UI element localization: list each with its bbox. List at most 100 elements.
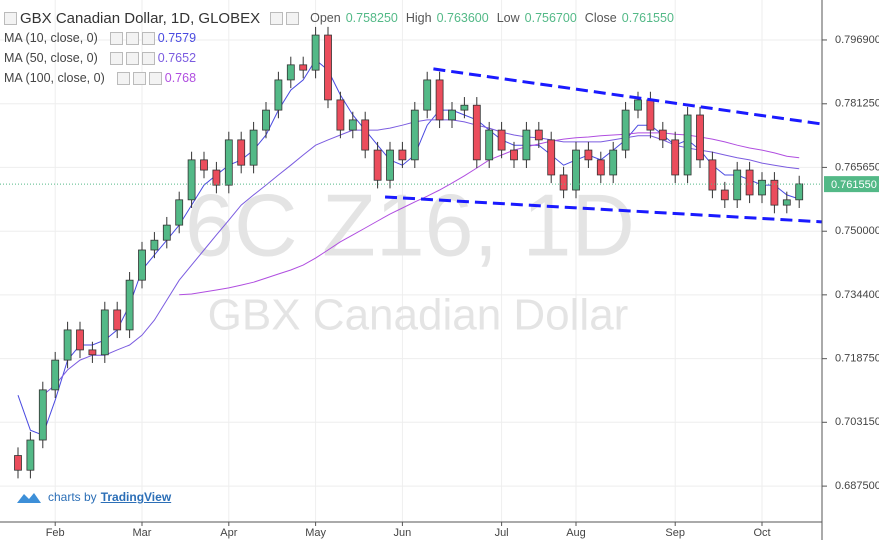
candle-body <box>14 455 22 471</box>
x-tick-label: Mar <box>133 527 152 539</box>
watermark-name: GBX Canadian Dollar <box>208 291 629 340</box>
credit-prefix: charts by <box>48 490 97 504</box>
stat-name: Low <box>496 11 520 25</box>
logo <box>17 493 41 503</box>
credit-brand[interactable]: TradingView <box>100 490 172 504</box>
icon <box>125 51 139 65</box>
candle-body <box>782 199 791 206</box>
candle-body <box>63 329 72 361</box>
stat-name: Close <box>584 11 617 25</box>
candle-body <box>262 109 270 131</box>
x-tick-label: May <box>305 527 326 539</box>
candle-body <box>51 359 60 391</box>
stat-value: 0.758250 <box>345 11 398 25</box>
candle-body <box>410 109 419 161</box>
candle-body <box>249 129 258 166</box>
candle-body <box>510 149 518 161</box>
ma-value: 0.7652 <box>157 51 197 65</box>
candle-body <box>621 109 630 151</box>
stat-value: 0.763600 <box>436 11 489 25</box>
y-tick-label: 0.750000 <box>835 225 879 237</box>
candle-body <box>162 224 171 241</box>
candle-body <box>646 99 655 131</box>
candle-body <box>386 149 394 181</box>
candle-body <box>274 79 283 111</box>
candle-body <box>336 99 345 131</box>
candle-body <box>671 139 680 176</box>
candle-body <box>200 159 208 171</box>
y-tick-label: 0.765650 <box>835 161 879 173</box>
x-tick-label: Feb <box>46 527 65 539</box>
x-tick-label: Apr <box>220 527 237 539</box>
ma-line <box>17 59 800 436</box>
candle-body <box>187 159 196 201</box>
header-row: GBX Canadian Dollar, 1D, GLOBEX Open 0.75… <box>4 8 674 28</box>
stats: Open 0.758250 High 0.763600 Low 0.756700 Close… <box>302 11 674 25</box>
icon <box>132 71 146 85</box>
candle-body <box>795 183 804 201</box>
candle-body <box>348 119 357 131</box>
candle-body <box>733 169 742 201</box>
ma-name: MA (100, close, 0) <box>4 71 105 85</box>
candle-body <box>634 99 642 111</box>
candle-body <box>398 149 407 161</box>
candle-body <box>88 349 97 356</box>
candle-body <box>113 309 122 331</box>
candle-body <box>658 129 667 141</box>
candle-body <box>485 129 494 161</box>
candle-body <box>720 189 729 201</box>
candle-body <box>138 249 146 281</box>
y-tick-label: 0.703150 <box>835 416 879 428</box>
candle-body <box>522 129 531 161</box>
trendline <box>433 67 822 126</box>
candle-body <box>311 34 320 71</box>
x-tick-label: Jul <box>495 527 509 539</box>
candle-body <box>373 149 382 181</box>
candle-body <box>299 64 308 71</box>
x-tick-label: Aug <box>566 527 586 539</box>
candle-body <box>76 329 84 351</box>
candle-body <box>100 309 109 356</box>
stat-name: High <box>405 11 432 25</box>
ma-name: MA (50, close, 0) <box>4 51 98 65</box>
candle-body <box>770 179 779 206</box>
candle-body <box>683 114 692 176</box>
candle-body <box>435 79 444 121</box>
y-tick-label: 0.718750 <box>835 353 879 365</box>
candle-body <box>547 139 556 176</box>
candle-body <box>26 439 35 471</box>
candle-body <box>460 104 469 111</box>
candle-body <box>125 279 134 331</box>
candle-body <box>584 149 593 161</box>
candle-body <box>448 109 456 121</box>
icon[interactable] <box>270 11 284 25</box>
candle-body <box>361 119 370 151</box>
candle-body <box>708 159 717 191</box>
candle-body <box>472 104 481 161</box>
candle-body <box>497 129 506 151</box>
watermark-symbol: 6C Z16, 1D <box>185 175 635 274</box>
candle-body <box>596 159 605 176</box>
candle-body <box>38 389 47 441</box>
candle-body <box>696 114 704 161</box>
icon <box>141 51 155 65</box>
candle-body <box>286 64 295 81</box>
ma-name: MA (10, close, 0) <box>4 31 98 45</box>
credit[interactable]: charts by TradingView <box>16 490 171 504</box>
candle-body <box>237 139 246 166</box>
candle-body <box>572 149 580 191</box>
x-tick-label: Jun <box>394 527 412 539</box>
x-tick-label: Sep <box>665 527 685 539</box>
candle-body <box>609 149 618 176</box>
icon <box>4 11 17 25</box>
x-tick-label: Oct <box>753 527 770 539</box>
icon <box>109 51 123 65</box>
y-tick-label: 0.734400 <box>835 289 879 301</box>
candle-body <box>745 169 754 196</box>
stat-name: Open <box>310 11 341 25</box>
icon <box>141 31 155 45</box>
ma-value: 0.768 <box>164 71 197 85</box>
icon[interactable] <box>286 11 300 25</box>
icon <box>116 71 130 85</box>
